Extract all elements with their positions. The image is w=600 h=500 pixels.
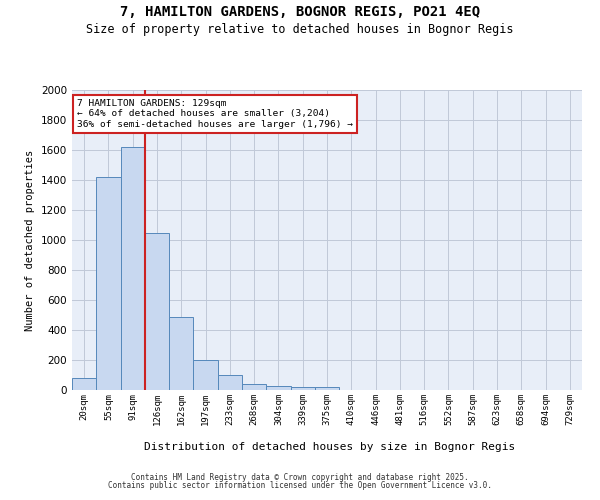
Text: 7, HAMILTON GARDENS, BOGNOR REGIS, PO21 4EQ: 7, HAMILTON GARDENS, BOGNOR REGIS, PO21 …	[120, 5, 480, 19]
Bar	[315, 387, 339, 390]
Bar	[193, 360, 218, 390]
Bar	[72, 378, 96, 390]
Text: Contains public sector information licensed under the Open Government Licence v3: Contains public sector information licen…	[108, 481, 492, 490]
Bar	[145, 232, 169, 390]
Bar	[169, 316, 193, 390]
Text: 7 HAMILTON GARDENS: 129sqm
← 64% of detached houses are smaller (3,204)
36% of s: 7 HAMILTON GARDENS: 129sqm ← 64% of deta…	[77, 99, 353, 129]
Text: Size of property relative to detached houses in Bognor Regis: Size of property relative to detached ho…	[86, 22, 514, 36]
Bar	[290, 387, 315, 390]
Bar	[121, 147, 145, 390]
Text: Distribution of detached houses by size in Bognor Regis: Distribution of detached houses by size …	[145, 442, 515, 452]
Text: Contains HM Land Registry data © Crown copyright and database right 2025.: Contains HM Land Registry data © Crown c…	[131, 472, 469, 482]
Bar	[218, 375, 242, 390]
Y-axis label: Number of detached properties: Number of detached properties	[25, 150, 35, 330]
Bar	[242, 384, 266, 390]
Bar	[96, 177, 121, 390]
Bar	[266, 386, 290, 390]
